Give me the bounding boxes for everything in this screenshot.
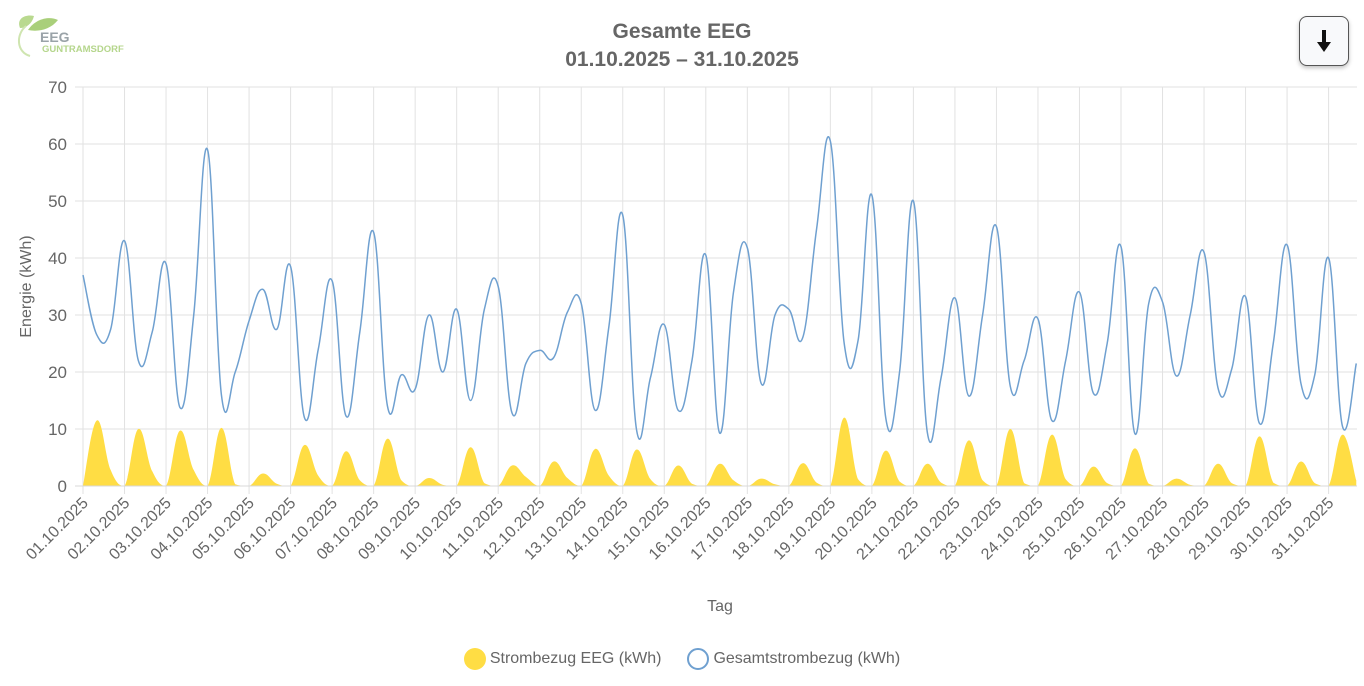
legend: Strombezug EEG (kWh) Gesamtstrombezug (k… [0,648,1364,670]
chart-title-line1: Gesamte EEG [612,20,752,43]
arrow-down-icon [1317,30,1331,52]
y-tick-label: 30 [48,306,67,325]
y-tick-label: 70 [48,78,67,97]
legend-item-strombezug-eeg[interactable]: Strombezug EEG (kWh) [463,648,662,670]
y-axis-title: Energie (kWh) [18,235,35,337]
gesamtstrombezug-line [82,136,1358,443]
eeg-guntramsdorf-logo: EEG GUNTRAMSDORF [14,12,134,65]
legend-swatch-blue [687,648,710,670]
y-tick-label: 50 [48,192,67,211]
legend-label: Gesamtstrombezug (kWh) [713,650,901,667]
chart-title: Gesamte EEG 01.10.2025 – 31.10.2025 [0,18,1364,74]
strombezug-eeg-area [83,417,1357,486]
chart-title-date-range: 01.10.2025 – 31.10.2025 [565,48,799,71]
svg-text:GUNTRAMSDORF: GUNTRAMSDORF [42,44,124,55]
legend-label: Strombezug EEG (kWh) [489,650,662,667]
y-tick-label: 20 [48,363,67,382]
y-tick-label: 0 [58,477,67,496]
download-button[interactable] [1299,16,1349,66]
legend-swatch-yellow [463,648,486,670]
legend-item-gesamtstrombezug[interactable]: Gesamtstrombezug (kWh) [687,648,900,670]
svg-text:EEG: EEG [40,29,70,45]
x-axis-title: Tag [707,598,733,615]
y-tick-label: 10 [48,420,67,439]
y-tick-label: 40 [48,249,67,268]
y-tick-label: 60 [48,135,67,154]
